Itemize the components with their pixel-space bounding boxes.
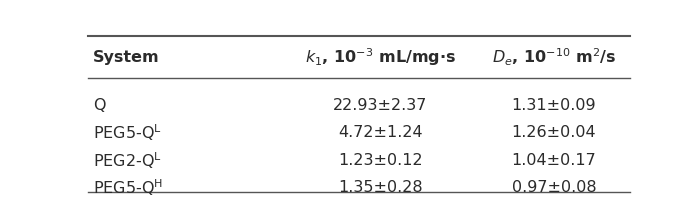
Text: $\mathit{D}_{e}$, 10$^{-10}$ m$^{2}$/s: $\mathit{D}_{e}$, 10$^{-10}$ m$^{2}$/s xyxy=(492,47,616,68)
Text: $\mathit{k}_{1}$, 10$^{-3}$ mL/mg·s: $\mathit{k}_{1}$, 10$^{-3}$ mL/mg·s xyxy=(305,46,456,68)
Text: 1.35±0.28: 1.35±0.28 xyxy=(338,180,423,195)
Text: 22.93±2.37: 22.93±2.37 xyxy=(333,98,428,113)
Text: PEG5-Q$^{\mathrm{H}}$: PEG5-Q$^{\mathrm{H}}$ xyxy=(93,177,163,198)
Text: PEG5-Q$^{\mathrm{L}}$: PEG5-Q$^{\mathrm{L}}$ xyxy=(93,122,162,143)
Text: 1.04±0.17: 1.04±0.17 xyxy=(512,153,596,168)
Text: 4.72±1.24: 4.72±1.24 xyxy=(338,125,423,140)
Text: System: System xyxy=(93,50,160,65)
Text: 1.23±0.12: 1.23±0.12 xyxy=(338,153,423,168)
Text: Q: Q xyxy=(93,98,106,113)
Text: 0.97±0.08: 0.97±0.08 xyxy=(512,180,596,195)
Text: PEG2-Q$^{\mathrm{L}}$: PEG2-Q$^{\mathrm{L}}$ xyxy=(93,150,162,171)
Text: 1.31±0.09: 1.31±0.09 xyxy=(512,98,596,113)
Text: 1.26±0.04: 1.26±0.04 xyxy=(512,125,596,140)
